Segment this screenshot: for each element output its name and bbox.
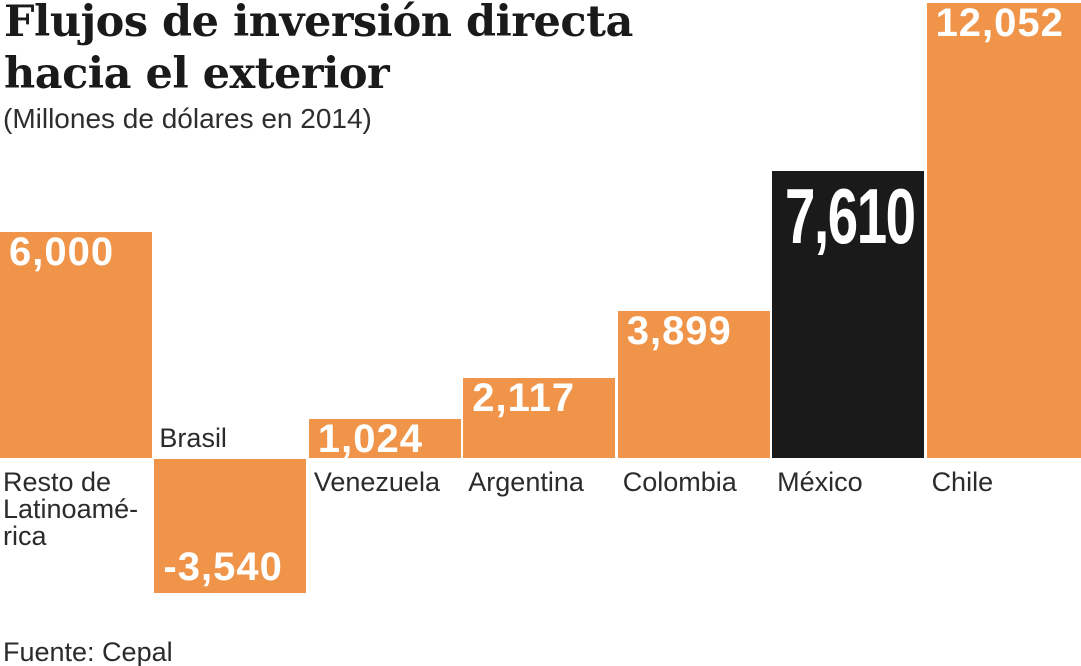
category-label-mexico: México <box>777 467 863 497</box>
category-label-resto-de-latinoamerica: Resto de Latinoamé-rica <box>3 467 139 551</box>
bar-venezuela: 1,024 <box>308 417 461 462</box>
category-label-colombia: Colombia <box>622 467 737 497</box>
chart-title-line-2: hacia el exterior <box>4 49 390 99</box>
source-note: Fuente: Cepal <box>3 637 173 666</box>
bar-chile: 12,052 <box>926 1 1081 458</box>
bar-mexico: 7,610 <box>772 170 925 458</box>
value-label-chile: 12,052 <box>935 1 1064 46</box>
category-label-brasil: Brasil <box>159 423 227 453</box>
value-label-mexico: 7,610 <box>785 171 916 260</box>
category-label-chile: Chile <box>931 467 994 497</box>
bar-resto-de-latinoamerica: 6,000 <box>0 229 152 458</box>
value-label-brasil: -3,540 <box>163 544 283 589</box>
chart-title: Flujos de inversión directa hacia el exte… <box>4 0 633 100</box>
bar-brasil: -3,540 <box>154 459 307 593</box>
bar-argentina: 2,117 <box>463 376 616 458</box>
value-label-argentina: 2,117 <box>472 376 576 421</box>
chart-title-line-1: Flujos de inversión directa <box>4 0 633 47</box>
bar-colombia: 3,899 <box>617 308 770 458</box>
chart-subtitle: (Millones de dólares en 2014) <box>3 103 372 134</box>
value-label-venezuela: 1,024 <box>317 417 423 462</box>
value-label-colombia: 3,899 <box>626 308 732 353</box>
category-label-argentina: Argentina <box>468 467 584 497</box>
value-label-resto-de-latinoamerica: 6,000 <box>9 229 115 274</box>
category-label-venezuela: Venezuela <box>313 467 440 497</box>
